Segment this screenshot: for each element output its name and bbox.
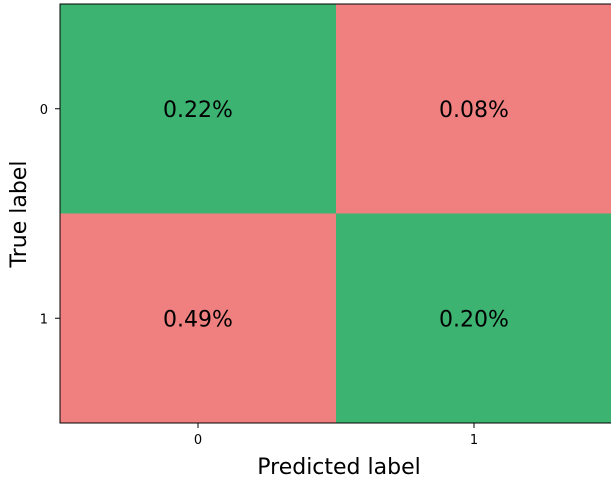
cell-value-label: 0.20% [439, 307, 509, 332]
heatmap-cells: 0.22% 0.08% 0.49% 0.20% [60, 4, 611, 423]
y-tick-label: 1 [40, 312, 48, 327]
cell-value-label: 0.22% [163, 98, 233, 123]
heatmap-cell-1-0 [60, 213, 336, 423]
cell-value-label: 0.08% [439, 98, 509, 123]
cell-value-label: 0.49% [163, 307, 233, 332]
x-tick-label: 1 [470, 433, 478, 448]
heatmap-cell-0-1 [336, 4, 611, 214]
y-axis-label: True label [7, 161, 32, 269]
x-axis-label: Predicted label [257, 455, 420, 480]
heatmap-cell-1-1 [336, 213, 611, 423]
plot-frame [59, 3, 611, 424]
heatmap-cell-0-0 [60, 4, 336, 214]
x-tick-label: 0 [194, 433, 202, 448]
y-tick-label: 0 [40, 103, 48, 118]
y-axis-ticks: 01 [40, 103, 60, 327]
